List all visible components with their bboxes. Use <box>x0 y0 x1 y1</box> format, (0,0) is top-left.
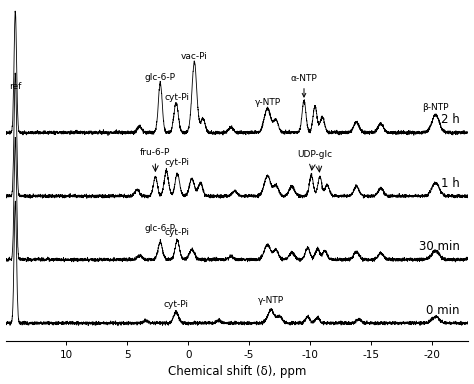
Text: glc-6-P: glc-6-P <box>145 224 176 233</box>
Text: UDP-glc: UDP-glc <box>297 150 333 159</box>
Text: cyt-Pi: cyt-Pi <box>165 228 190 237</box>
Text: γ-NTP: γ-NTP <box>255 98 281 107</box>
Text: β-NTP: β-NTP <box>422 103 449 112</box>
X-axis label: Chemical shift (δ), ppm: Chemical shift (δ), ppm <box>168 366 306 379</box>
Text: glc-6-P: glc-6-P <box>145 73 176 82</box>
Text: 30 min: 30 min <box>419 240 460 253</box>
Text: 1 h: 1 h <box>441 177 460 190</box>
Text: vac-Pi: vac-Pi <box>181 53 208 61</box>
Text: γ-NTP: γ-NTP <box>258 296 284 305</box>
Text: fru-6-P: fru-6-P <box>140 148 171 157</box>
Text: cyt-Pi: cyt-Pi <box>165 159 190 167</box>
Text: 2 h: 2 h <box>441 113 460 126</box>
Text: 0 min: 0 min <box>427 304 460 317</box>
Text: cyt-Pi: cyt-Pi <box>164 300 189 309</box>
Text: ref: ref <box>9 82 21 91</box>
Text: cyt-Pi: cyt-Pi <box>165 93 190 102</box>
Text: α-NTP: α-NTP <box>291 74 318 97</box>
